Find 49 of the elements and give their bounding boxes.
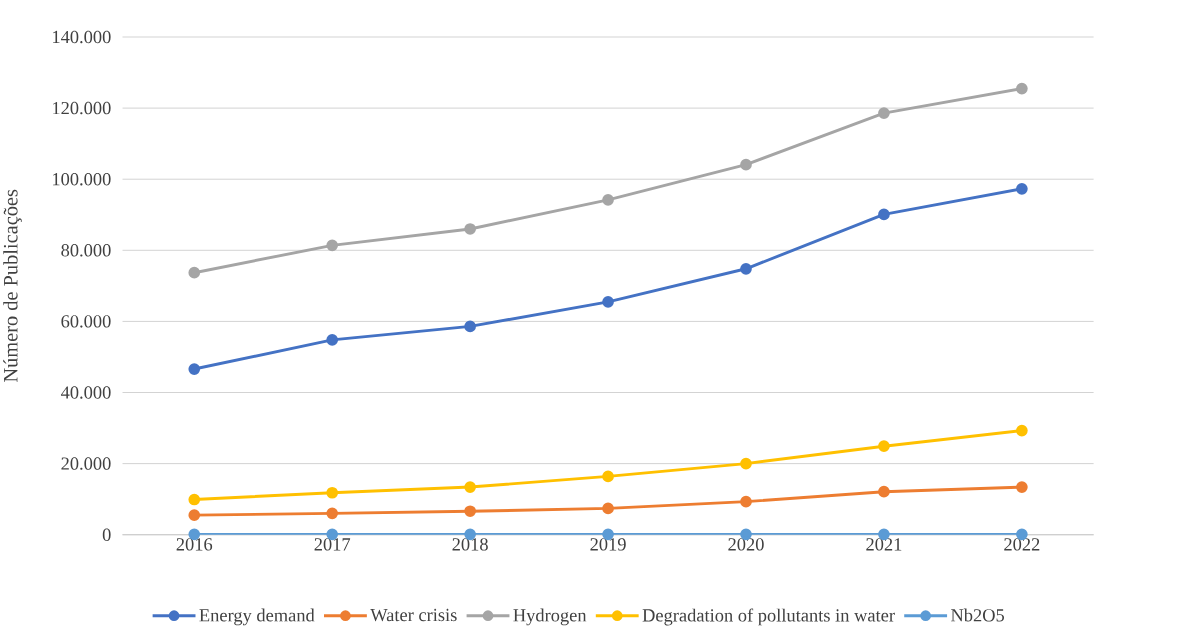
point — [878, 485, 890, 498]
y-tick-label: 60.000 — [61, 315, 111, 328]
legend-label: Degradation of pollutants in water — [642, 608, 895, 626]
legend-label: Water crisis — [370, 608, 457, 622]
y-axis-title: Número de Publicações — [3, 189, 22, 382]
point — [740, 158, 752, 171]
point — [1016, 182, 1028, 195]
point — [878, 107, 890, 119]
legend-label: Nb2O5 — [951, 608, 1005, 622]
point — [464, 481, 476, 493]
point — [188, 509, 201, 521]
x-tick-label: 2022 — [1004, 538, 1040, 551]
y-tick-label: 100.000 — [53, 172, 111, 186]
point — [188, 493, 201, 506]
y-tick-label: 0 — [102, 528, 111, 541]
point — [326, 333, 339, 346]
point — [878, 440, 890, 452]
point — [464, 223, 476, 235]
legend-label: Hydrogen — [513, 608, 587, 626]
y-tick-label: 20.000 — [61, 457, 111, 470]
x-tick-label: 2020 — [728, 538, 764, 551]
point — [740, 457, 752, 470]
x-tick-label: 2019 — [590, 538, 626, 551]
point — [326, 239, 339, 252]
point — [1016, 481, 1028, 493]
point — [464, 505, 476, 518]
x-tick-label: 2016 — [176, 538, 213, 551]
y-tick-label: 120.000 — [53, 101, 111, 115]
point — [326, 507, 339, 520]
y-tick-label: 40.000 — [60, 386, 111, 399]
point — [602, 295, 614, 308]
x-tick-label: 2018 — [452, 538, 488, 551]
point — [326, 486, 339, 499]
point — [188, 363, 201, 375]
y-tick-label: 80.000 — [61, 243, 111, 257]
point — [602, 502, 614, 515]
point — [878, 208, 890, 221]
legend-label: Energy demand — [199, 608, 315, 626]
point — [1016, 82, 1028, 95]
point — [740, 495, 752, 508]
y-tick-label: 140.000 — [53, 30, 111, 44]
point — [464, 320, 476, 333]
x-tick-label: 2021 — [866, 538, 902, 551]
point — [188, 266, 201, 279]
point — [602, 470, 614, 483]
point — [602, 193, 614, 206]
point — [740, 262, 752, 275]
x-tick-label: 2017 — [314, 538, 351, 551]
point — [1016, 424, 1028, 437]
